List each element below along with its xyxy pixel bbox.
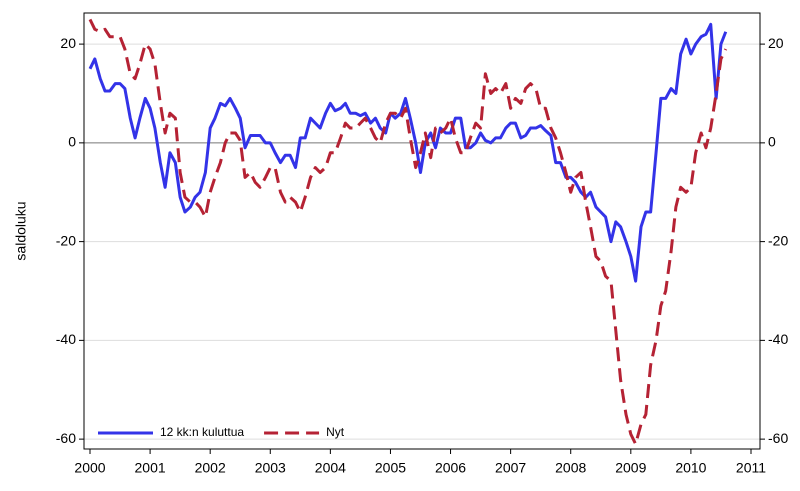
x-tick-label: 2007 <box>495 460 526 476</box>
y2-tick-label: 20 <box>768 35 784 51</box>
y-tick-label: -40 <box>56 331 76 347</box>
y2-tick-label: 0 <box>768 134 776 150</box>
y2-tick-label: -20 <box>768 232 788 248</box>
y2-tick-label: -40 <box>768 331 788 347</box>
x-tick-label: 2006 <box>435 460 466 476</box>
x-tick-label: 2003 <box>255 460 286 476</box>
y-tick-label: -60 <box>56 430 76 446</box>
line-series <box>88 22 728 283</box>
x-tick-label: 2008 <box>555 460 586 476</box>
x-tick-label: 2001 <box>135 460 166 476</box>
x-tick-label: 2000 <box>74 460 105 476</box>
x-tick-label: 2004 <box>315 460 346 476</box>
y-tick-label: 0 <box>68 134 76 150</box>
y2-tick-label: -60 <box>768 430 788 446</box>
line-series <box>88 18 728 446</box>
x-tick-label: 2011 <box>736 460 766 476</box>
x-tick-label: 2002 <box>195 460 226 476</box>
plot-frame <box>83 12 761 450</box>
x-tick-label: 2005 <box>375 460 406 476</box>
legend-label: 12 kk:n kuluttua <box>160 425 244 439</box>
y-tick-label: 20 <box>60 35 76 51</box>
y-tick-label: -20 <box>56 232 76 248</box>
y-axis-label: saldoluku <box>13 201 29 260</box>
legend-label: Nyt <box>326 425 345 439</box>
x-tick-label: 2010 <box>675 460 706 476</box>
x-tick-label: 2009 <box>615 460 646 476</box>
